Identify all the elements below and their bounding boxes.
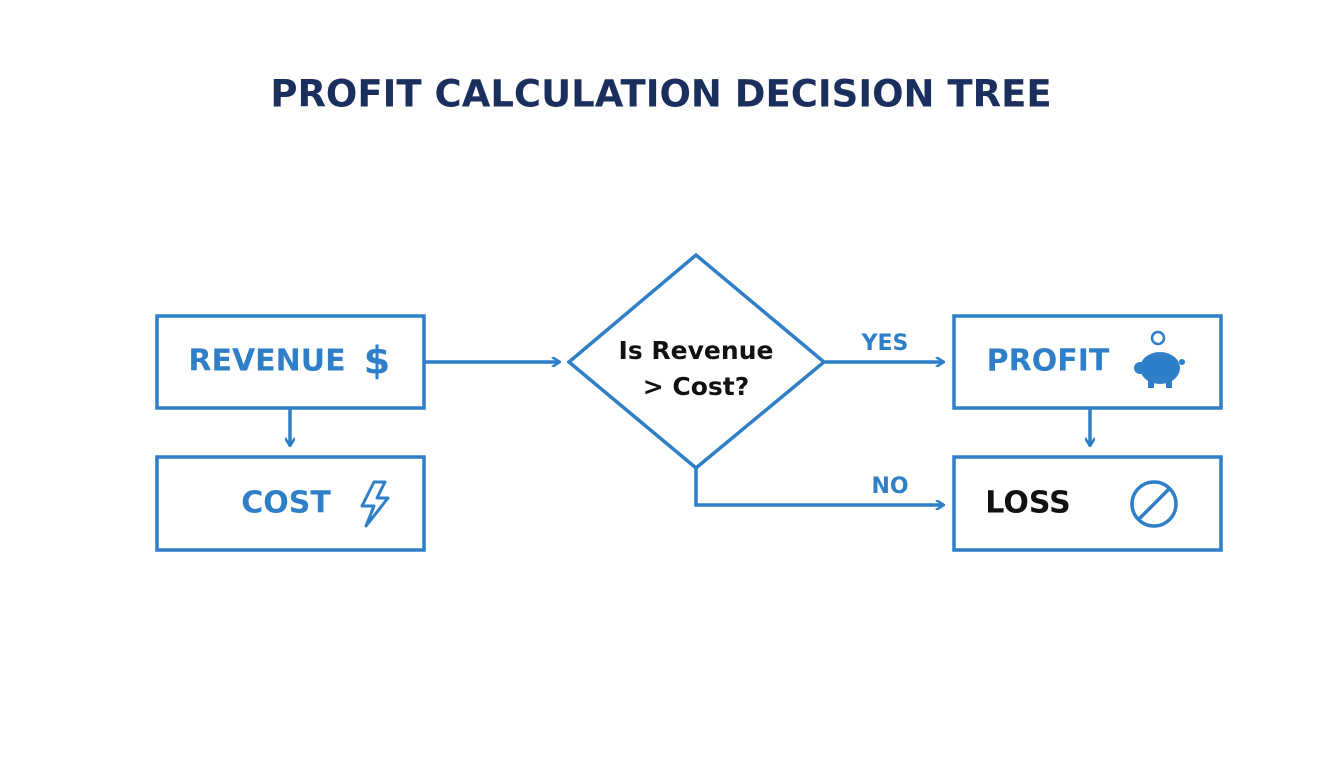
node-icon: $ (364, 339, 390, 383)
node-label: PROFIT (987, 344, 1110, 379)
arrow (694, 468, 944, 505)
node-label: LOSS (985, 486, 1070, 521)
node-box (155, 314, 426, 410)
prohibited-icon (1130, 480, 1178, 528)
bolt-icon (360, 480, 390, 528)
piggy-icon (1134, 330, 1185, 388)
edge-label: YES (861, 331, 909, 356)
node-label: REVENUE (188, 344, 345, 379)
edge-label: NO (871, 474, 908, 499)
node-label: COST (241, 486, 331, 521)
decision-text: > Cost? (643, 372, 750, 401)
decision-text: Is Revenue (619, 336, 774, 365)
title: PROFIT CALCULATION DECISION TREE (270, 73, 1051, 116)
decision-diamond (566, 252, 827, 471)
node-box (155, 455, 426, 552)
